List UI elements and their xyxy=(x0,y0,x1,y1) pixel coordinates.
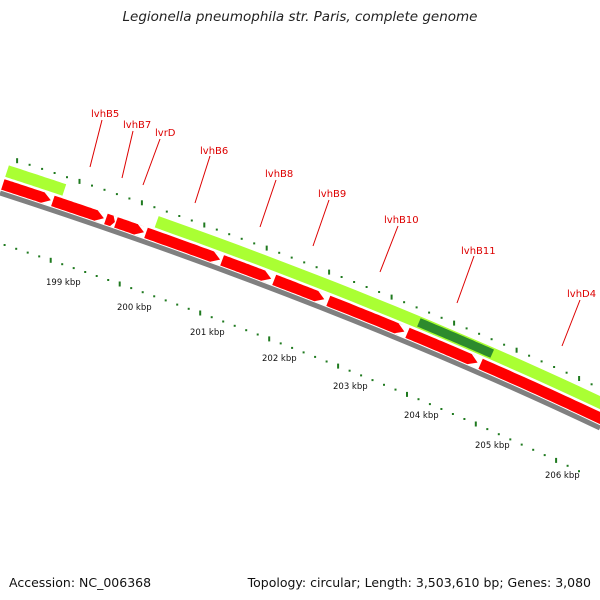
red-gene-feature-9 xyxy=(405,327,478,367)
leader-lvhB11 xyxy=(456,255,475,304)
red-gene-feature-4 xyxy=(114,217,145,237)
red-gene-feature-5 xyxy=(144,227,221,264)
red-gene-feature-10 xyxy=(478,358,600,425)
scale-labels: 199 kbp 200 kbp 201 kbp 202 kbp 203 kbp … xyxy=(46,278,580,481)
green-gene-feature-2 xyxy=(154,216,600,410)
scale-label-204: 204 kbp xyxy=(404,411,439,421)
map-title: Legionella pneumophila str. Paris, compl… xyxy=(122,9,478,25)
gene-label-lvhB8: lvhB8 xyxy=(265,169,293,180)
scale-label-202: 202 kbp xyxy=(262,354,297,364)
scale-label-206: 206 kbp xyxy=(545,471,580,481)
genome-backbone xyxy=(0,190,600,431)
feature-ticks xyxy=(16,158,593,386)
accession-text: Accession: NC_006368 xyxy=(9,575,152,590)
genome-summary-text: Topology: circular; Length: 3,503,610 bp… xyxy=(247,575,591,590)
scale-label-203: 203 kbp xyxy=(333,382,368,392)
leader-lvhD4 xyxy=(561,299,581,347)
dark-green-gene-feature xyxy=(417,318,494,358)
leader-lvhB5 xyxy=(89,119,103,168)
scale-label-199: 199 kbp xyxy=(46,278,81,288)
gene-labels: lvhB5 lvhB7 lvrD lvhB6 lvhB8 lvhB9 lvhB1… xyxy=(89,109,596,347)
green-gene-track xyxy=(5,165,600,410)
gene-label-lvhB9: lvhB9 xyxy=(318,189,346,200)
scale-ticks xyxy=(3,244,580,473)
leader-lvhB9 xyxy=(312,199,330,247)
gene-label-lvhB5: lvhB5 xyxy=(91,109,119,120)
leader-lvhB8 xyxy=(259,179,277,228)
gene-label-lvhB10: lvhB10 xyxy=(384,215,419,226)
red-gene-track xyxy=(1,179,600,425)
red-gene-feature-7 xyxy=(272,274,325,304)
leader-lvhB7 xyxy=(121,130,134,179)
red-gene-feature-2 xyxy=(51,195,104,223)
gene-label-lvhB6: lvhB6 xyxy=(200,146,228,157)
red-gene-feature-3 xyxy=(104,213,117,228)
scale-label-201: 201 kbp xyxy=(190,328,225,338)
leader-lvhB10 xyxy=(379,225,399,273)
red-gene-feature-1 xyxy=(1,179,51,205)
leader-lvhB6 xyxy=(194,155,211,204)
green-gene-feature-1 xyxy=(5,165,67,196)
leader-lvrD xyxy=(142,138,161,186)
gene-label-lvrD: lvrD xyxy=(155,128,176,139)
gene-label-lvhB11: lvhB11 xyxy=(461,246,496,257)
scale-label-200: 200 kbp xyxy=(117,303,152,313)
red-gene-feature-8 xyxy=(326,295,405,336)
gene-label-lvhD4: lvhD4 xyxy=(567,289,596,300)
red-gene-feature-6 xyxy=(220,255,272,284)
scale-label-205: 205 kbp xyxy=(475,441,510,451)
gene-label-lvhB7: lvhB7 xyxy=(123,120,151,131)
